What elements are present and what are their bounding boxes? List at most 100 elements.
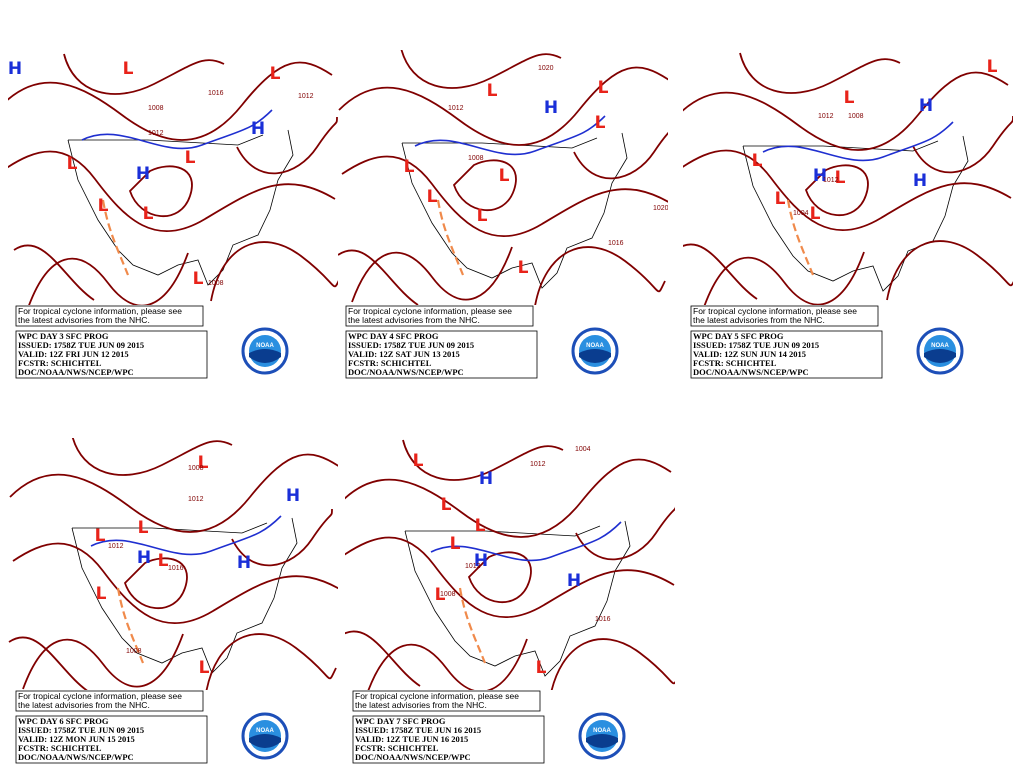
- isobar: [886, 240, 1013, 301]
- cold-front: [90, 515, 282, 556]
- isobar: [550, 638, 675, 690]
- isobar-label: 1008: [848, 113, 864, 120]
- trough: [101, 199, 130, 276]
- isobar-label: 1012: [108, 543, 124, 550]
- pressure-center: H: [137, 548, 151, 568]
- isobar: [63, 53, 225, 95]
- isobar: [683, 149, 1012, 232]
- isobar-label: 1008: [148, 105, 164, 112]
- pressure-center: L: [844, 88, 855, 108]
- notice-text: For tropical cyclone information, please…: [693, 306, 857, 316]
- info-text: VALID: 12Z TUE JUN 16 2015: [355, 734, 468, 744]
- notice-text: the latest advisories from the NHC.: [693, 315, 825, 325]
- pressure-center: L: [987, 57, 998, 77]
- isobar: [338, 249, 419, 305]
- isobar-label: 1012: [823, 177, 839, 184]
- info-text: DOC/NOAA/NWS/NCEP/WPC: [18, 367, 134, 377]
- isobar: [351, 246, 513, 303]
- isobar: [912, 115, 1013, 174]
- notice-text: the latest advisories from the NHC.: [355, 700, 487, 710]
- trough: [458, 587, 487, 664]
- info-text: FCSTR: SCHICHTEL: [355, 743, 439, 753]
- isobar: [534, 246, 666, 305]
- isobar: [345, 458, 672, 538]
- pressure-center: L: [598, 78, 609, 98]
- isobar: [205, 633, 337, 690]
- info-text: DOC/NOAA/NWS/NCEP/WPC: [348, 367, 464, 377]
- pressure-center: H: [8, 59, 22, 79]
- pressure-center: H: [813, 166, 827, 186]
- isobar: [345, 630, 421, 687]
- isobar-label: 1016: [168, 565, 184, 572]
- notice-text: the latest advisories from the NHC.: [348, 315, 480, 325]
- info-text: WPC DAY 4 SFC PROG: [348, 331, 439, 341]
- cold-front: [81, 109, 273, 150]
- pressure-center: L: [199, 658, 210, 678]
- pressure-center: L: [158, 551, 169, 571]
- map-bg: [8, 50, 338, 305]
- isobar: [72, 438, 233, 476]
- info-text: WPC DAY 3 SFC PROG: [18, 331, 109, 341]
- notice-text: the latest advisories from the NHC.: [18, 315, 150, 325]
- cold-front: [414, 115, 606, 156]
- info-text: WPC DAY 5 SFC PROG: [693, 331, 784, 341]
- isobar: [367, 638, 528, 690]
- pressure-center: H: [474, 551, 488, 571]
- info-box: [15, 715, 208, 764]
- info-text: WPC DAY 7 SFC PROG: [355, 716, 446, 726]
- isobar: [467, 551, 532, 604]
- isobar: [210, 241, 338, 302]
- info-text: ISSUED: 1758Z TUE JUN 09 2015: [693, 340, 819, 350]
- pressure-center: L: [441, 495, 452, 515]
- isobar-label: 1016: [208, 90, 224, 97]
- map-bg: [345, 438, 675, 690]
- isobar-label: 1004: [575, 446, 591, 453]
- pressure-center: L: [193, 269, 204, 289]
- pressure-center: L: [123, 59, 134, 79]
- logo-text: NOAA: [256, 343, 274, 349]
- info-text: DOC/NOAA/NWS/NCEP/WPC: [18, 752, 134, 762]
- isobar-label: 1012: [530, 461, 546, 468]
- isobar-label: 1012: [448, 105, 464, 112]
- info-text: FCSTR: SCHICHTEL: [693, 358, 777, 368]
- isobar-label: 1008: [188, 465, 204, 472]
- info-text: VALID: 12Z FRI JUN 12 2015: [18, 349, 129, 359]
- notice-text: For tropical cyclone information, please…: [18, 306, 182, 316]
- pressure-center: L: [435, 585, 446, 605]
- isobar: [231, 508, 333, 567]
- pressure-center: H: [567, 571, 581, 591]
- isobar-label: 1012: [818, 113, 834, 120]
- isobar: [739, 52, 901, 94]
- logo-text: NOAA: [593, 728, 611, 734]
- pressure-center: L: [536, 658, 547, 678]
- cold-front: [430, 521, 622, 562]
- isobar: [22, 633, 184, 690]
- logo-bird: [586, 734, 618, 748]
- info-text: ISSUED: 1758Z TUE JUN 09 2015: [18, 340, 144, 350]
- isobar: [683, 71, 1009, 151]
- info-text: WPC DAY 6 SFC PROG: [18, 716, 109, 726]
- pressure-center: L: [270, 64, 281, 84]
- isobar-label: 1012: [465, 563, 481, 570]
- pressure-center: L: [198, 453, 209, 473]
- isobar-label: 1004: [793, 210, 809, 217]
- logo-bird: [579, 349, 611, 363]
- isobar: [236, 116, 338, 175]
- isobar-label: 1016: [595, 616, 611, 623]
- isobar: [573, 131, 668, 180]
- isobar: [804, 164, 869, 217]
- isobar: [400, 50, 562, 89]
- pressure-center: L: [475, 516, 486, 536]
- info-text: ISSUED: 1758Z TUE JUN 09 2015: [18, 725, 144, 735]
- info-text: VALID: 12Z SAT JUN 13 2015: [348, 349, 460, 359]
- isobar: [703, 251, 865, 305]
- notice-box: [352, 690, 541, 712]
- isobar: [452, 159, 517, 212]
- isobar: [8, 61, 333, 141]
